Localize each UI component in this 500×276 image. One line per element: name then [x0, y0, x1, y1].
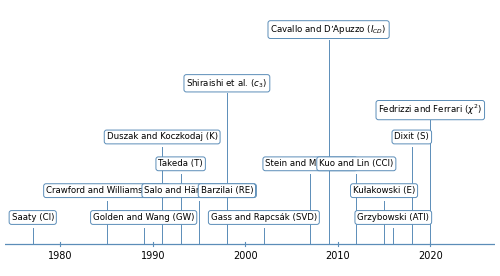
Text: Barzilai (RE): Barzilai (RE): [200, 186, 253, 195]
Text: Stein and Mizzi (HCI): Stein and Mizzi (HCI): [266, 159, 355, 168]
Text: Fedrizzi and Ferrari ($\chi^2$): Fedrizzi and Ferrari ($\chi^2$): [378, 103, 482, 117]
Text: 2020: 2020: [418, 251, 442, 261]
Text: Salo and Hämäläinen (AI): Salo and Hämäläinen (AI): [144, 186, 254, 195]
Text: Grzybowski (ATI): Grzybowski (ATI): [358, 213, 429, 222]
Text: Golden and Wang (GW): Golden and Wang (GW): [93, 213, 194, 222]
Text: Kuo and Lin (CCI): Kuo and Lin (CCI): [319, 159, 394, 168]
Text: 1980: 1980: [48, 251, 72, 261]
Text: Saaty (CI): Saaty (CI): [12, 213, 54, 222]
Text: Gass and Rapcsák (SVD): Gass and Rapcsák (SVD): [211, 213, 317, 222]
Text: Duszak and Koczkodaj (K): Duszak and Koczkodaj (K): [106, 132, 218, 142]
Text: 2000: 2000: [233, 251, 258, 261]
Text: Shiraishi et al. ($c_3$): Shiraishi et al. ($c_3$): [186, 77, 268, 89]
Text: Kułakowski (E): Kułakowski (E): [353, 186, 415, 195]
Text: 1990: 1990: [140, 251, 165, 261]
Text: Crawford and Williams (GCI): Crawford and Williams (GCI): [46, 186, 168, 195]
Text: 2010: 2010: [326, 251, 350, 261]
Text: Dixit (S): Dixit (S): [394, 132, 429, 142]
Text: Cavallo and D’Apuzzo ($I_{CD}$): Cavallo and D’Apuzzo ($I_{CD}$): [270, 23, 387, 36]
Text: Takeda (T): Takeda (T): [158, 159, 203, 168]
